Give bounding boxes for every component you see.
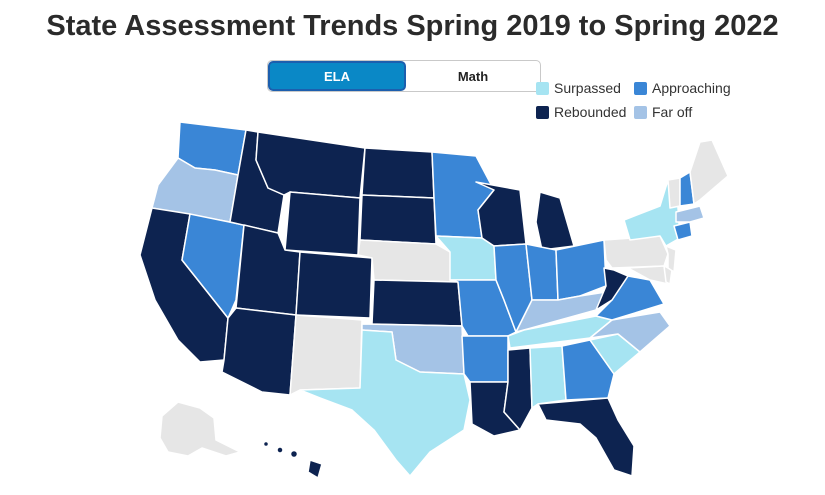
state-al[interactable]	[529, 345, 567, 409]
state-ct[interactable]	[673, 221, 693, 241]
state-ma[interactable]	[675, 205, 705, 223]
legend-item-approaching: Approaching	[634, 80, 731, 96]
state-ks[interactable]	[371, 279, 463, 327]
legend-label-far-off: Far off	[652, 104, 693, 120]
state-ky[interactable]	[515, 291, 607, 333]
legend-label-surpassed: Surpassed	[554, 80, 621, 96]
state-nj[interactable]	[665, 245, 677, 273]
state-fl[interactable]	[537, 397, 635, 477]
state-nm[interactable]	[289, 314, 363, 396]
state-co[interactable]	[295, 251, 373, 319]
state-hi[interactable]	[262, 440, 323, 479]
state-az[interactable]	[221, 307, 297, 396]
state-tx[interactable]	[299, 329, 471, 477]
legend: Surpassed Approaching Rebounded Far off	[534, 80, 764, 124]
state-pa[interactable]	[603, 235, 669, 269]
state-vt[interactable]	[667, 177, 681, 209]
tab-ela[interactable]: ELA	[268, 61, 406, 91]
state-in[interactable]	[525, 243, 559, 301]
state-mt[interactable]	[255, 131, 366, 199]
state-ar[interactable]	[461, 335, 509, 383]
state-ga[interactable]	[561, 339, 615, 401]
state-me[interactable]	[689, 139, 729, 205]
page-title: State Assessment Trends Spring 2019 to S…	[46, 10, 779, 42]
legend-item-surpassed: Surpassed	[536, 80, 621, 96]
legend-label-rebounded: Rebounded	[554, 104, 627, 120]
state-wv[interactable]	[595, 267, 629, 311]
legend-swatch-rebounded	[536, 105, 549, 119]
legend-swatch-approaching	[634, 81, 647, 95]
state-mi[interactable]	[535, 191, 575, 251]
state-ak[interactable]	[159, 401, 241, 457]
state-oh[interactable]	[555, 239, 607, 301]
legend-swatch-surpassed	[536, 81, 549, 95]
state-sd[interactable]	[359, 194, 437, 245]
legend-swatch-far-off	[634, 105, 647, 119]
state-ms[interactable]	[503, 347, 533, 431]
legend-item-rebounded: Rebounded	[536, 104, 626, 120]
state-nd[interactable]	[361, 147, 435, 199]
state-wy[interactable]	[284, 191, 361, 256]
tab-math[interactable]: Math	[457, 68, 489, 84]
legend-item-far-off: Far off	[634, 104, 692, 120]
state-md[interactable]	[627, 265, 669, 285]
legend-label-approaching: Approaching	[652, 80, 731, 96]
state-wi[interactable]	[475, 181, 527, 247]
state-ne[interactable]	[357, 239, 459, 283]
subject-toggle: ELA Math	[267, 60, 541, 92]
